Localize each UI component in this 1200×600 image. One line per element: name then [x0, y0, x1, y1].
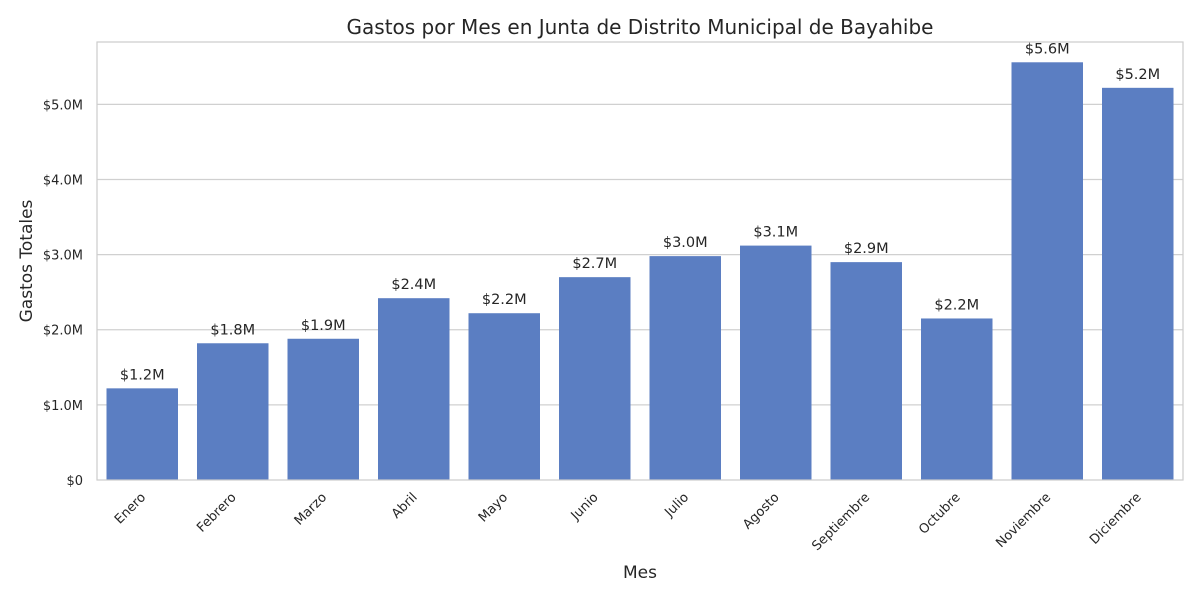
- x-tick-label: Mayo: [476, 490, 511, 525]
- bar-value-label: $5.2M: [1115, 67, 1160, 83]
- x-tick-label: Septiembre: [809, 490, 873, 554]
- x-tick-label: Junio: [568, 490, 602, 524]
- x-tick-label: Febrero: [194, 490, 239, 535]
- bar: [287, 338, 359, 480]
- bar: [197, 343, 269, 480]
- bar-value-label: $2.9M: [844, 241, 889, 257]
- x-tick-label: Octubre: [916, 490, 963, 537]
- x-tick-label: Agosto: [740, 490, 782, 532]
- x-tick-label: Marzo: [292, 490, 330, 528]
- plot-frame: [96, 41, 1184, 481]
- bar-value-label: $1.2M: [120, 367, 165, 383]
- x-tick-label: Enero: [112, 490, 149, 527]
- bar-value-label: $3.0M: [663, 235, 708, 251]
- bar: [921, 318, 993, 480]
- bar: [468, 313, 540, 480]
- bar: [106, 388, 178, 480]
- gridlines: [97, 103, 1183, 406]
- y-tick-label: $0: [66, 474, 83, 489]
- bar: [830, 262, 902, 480]
- bar-value-label: $5.6M: [1025, 41, 1070, 57]
- x-axis-ticks: Enero Febrero Marzo Abril Mayo Junio Julio Agos…: [112, 490, 1145, 554]
- y-tick-label: $3.0M: [43, 249, 83, 264]
- y-axis-ticks: $0 $1.0M $2.0M $3.0M $4.0M $5.0M: [43, 98, 83, 489]
- bars: [106, 62, 1174, 481]
- x-axis-label: Mes: [623, 563, 657, 583]
- bar: [740, 245, 812, 480]
- data-labels: $1.2M $1.8M $1.9M $2.4M $2.2M $2.7M $3.0M $3.1M…: [120, 41, 1160, 383]
- bar-value-label: $2.4M: [391, 277, 436, 293]
- y-tick-label: $4.0M: [43, 173, 83, 188]
- bar-value-label: $2.2M: [934, 297, 979, 313]
- bar: [559, 277, 631, 480]
- chart-title: Gastos por Mes en Junta de Distrito Muni…: [347, 15, 934, 39]
- bar-value-label: $2.2M: [482, 292, 527, 308]
- y-axis-label: Gastos Totales: [17, 199, 37, 322]
- x-tick-label: Diciembre: [1087, 490, 1145, 548]
- bar-value-label: $1.9M: [301, 318, 346, 334]
- y-tick-label: $5.0M: [43, 98, 83, 113]
- bar-value-label: $2.7M: [572, 256, 617, 272]
- x-tick-label: Abril: [389, 490, 421, 522]
- y-tick-label: $1.0M: [43, 399, 83, 414]
- bar: [1102, 87, 1174, 480]
- bar: [378, 298, 450, 480]
- x-tick-label: Noviembre: [993, 490, 1054, 551]
- x-tick-label: Julio: [661, 490, 692, 521]
- bar-value-label: $3.1M: [753, 225, 798, 241]
- bar: [1011, 62, 1083, 481]
- bar: [649, 256, 721, 480]
- bar-value-label: $1.8M: [210, 322, 255, 338]
- y-tick-label: $2.0M: [43, 324, 83, 339]
